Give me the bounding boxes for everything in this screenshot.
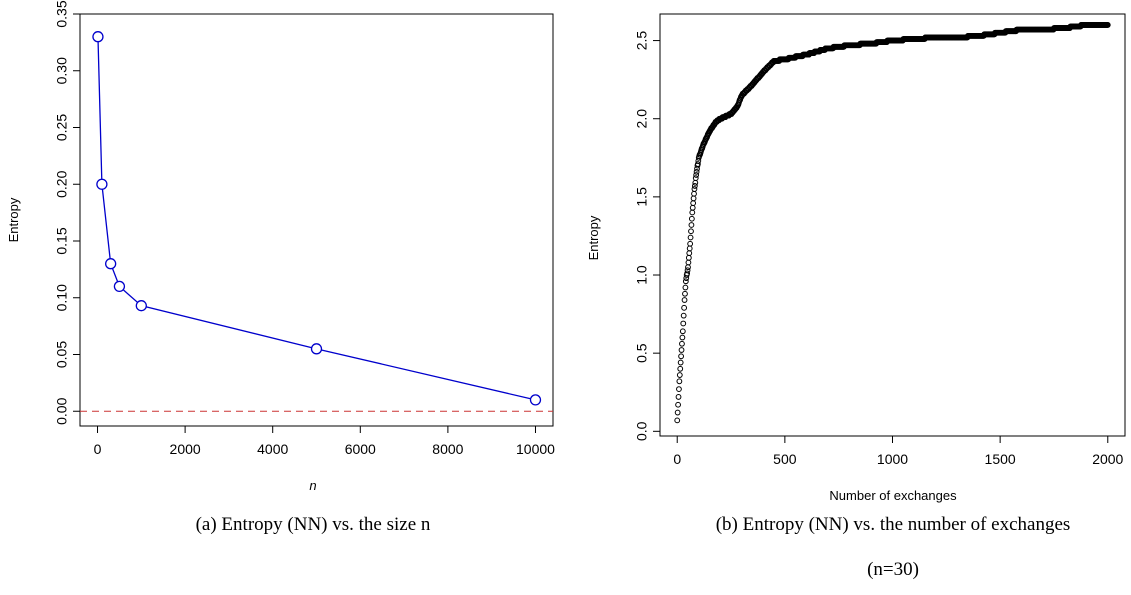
chart-a: 0 2000 4000 6000 8000 10000 0.000.050.100.150… (6, 0, 555, 535)
chart-a-plot-frame (79, 13, 554, 427)
chart-a-x-tick-label: 4000 (257, 441, 288, 457)
chart-b-data-point (693, 168, 700, 175)
chart-b-data-point (685, 264, 691, 271)
chart-b-data-point (687, 234, 694, 241)
chart-b-data-point (679, 340, 685, 347)
chart-a-y-tick-label: 0.00 (54, 397, 70, 424)
chart-b-x-tick-label: 500 (773, 451, 797, 467)
chart-b-data-point (694, 161, 701, 167)
chart-b-data-point (688, 215, 695, 222)
chart-b-data-point (681, 297, 688, 303)
chart-b-data-point (686, 245, 693, 252)
chart-b-data-point (679, 328, 686, 335)
chart-b-data-point (676, 372, 683, 378)
chart-b-x-ticks: 0 500 1000 1500 2000 (673, 436, 1124, 467)
chart-b-y-tick-label: 2.5 (634, 31, 650, 51)
chart-a-x-tick-label: 8000 (432, 441, 463, 457)
chart-a-data-point (113, 280, 126, 293)
chart-b-data-point (691, 183, 698, 189)
chart-b-caption-line2: (n=30) (867, 559, 919, 580)
chart-b-data-point (689, 204, 696, 211)
chart-b-data-point (686, 250, 693, 257)
chart-a-points (92, 31, 542, 406)
chart-a-x-ticks: 0 2000 4000 6000 8000 10000 (94, 426, 555, 457)
chart-b-data-point (677, 359, 684, 366)
chart-a-x-tick-label: 10000 (516, 441, 555, 457)
chart-b-data-point (684, 270, 691, 277)
chart-b: 0 500 1000 1500 2000 0.0 0.5 1.0 1.5 2.0 2.5 Numb… (586, 13, 1126, 580)
chart-b-caption: (b) Entropy (NN) vs. the number of excha… (716, 514, 1071, 535)
chart-a-caption-text: (a) Entropy (NN) vs. the size n (196, 514, 431, 535)
chart-b-y-axis-title: Entropy (586, 215, 601, 260)
chart-b-data-point (687, 240, 694, 247)
chart-b-x-tick-label: 0 (673, 451, 681, 467)
chart-b-x-tick-label: 1000 (877, 451, 908, 467)
chart-a-y-axis-title: Entropy (6, 197, 21, 242)
chart-a-data-point (92, 31, 104, 43)
chart-b-y-tick-label: 0.0 (634, 421, 650, 441)
chart-b-x-tick-label: 2000 (1092, 451, 1123, 467)
chart-b-y-tick-label: 1.0 (634, 265, 650, 285)
chart-b-data-point (682, 278, 689, 285)
chart-b-data-point (685, 259, 692, 266)
chart-b-data-point (689, 209, 696, 216)
chart-b-data-point (688, 228, 694, 235)
chart-b-data-point (693, 172, 700, 178)
chart-a-data-point (310, 343, 323, 355)
chart-a-data-point (105, 258, 117, 270)
chart-b-data-point (1104, 22, 1111, 28)
chart-a-x-axis-title: n (309, 478, 316, 493)
chart-b-data-point (674, 409, 681, 416)
chart-b-data-point (690, 195, 697, 202)
chart-b-data-point (691, 186, 698, 192)
chart-b-y-tick-label: 0.5 (634, 343, 650, 363)
chart-b-data-point (677, 365, 684, 372)
chart-b-y-tick-label: 2.0 (634, 109, 650, 129)
chart-a-data-point (96, 178, 108, 190)
chart-b-plot-frame (659, 13, 1126, 437)
chart-b-data-point (675, 394, 682, 400)
chart-b-data-point (676, 386, 682, 393)
chart-b-x-axis-title: Number of exchanges (829, 488, 957, 503)
chart-a-y-tick-label: 0.15 (54, 227, 70, 254)
chart-b-data-point (674, 417, 681, 424)
chart-b-y-ticks: 0.0 0.5 1.0 1.5 2.0 2.5 (634, 31, 660, 441)
chart-b-data-point (688, 222, 695, 228)
chart-a-x-tick-label: 0 (94, 441, 102, 457)
chart-b-data-point (678, 347, 685, 353)
chart-b-data-point (690, 200, 697, 207)
chart-a-x-tick-label: 6000 (345, 441, 376, 457)
chart-a-y-ticks: 0.00 0.05 0.10 0.15 0.20 0.25 0.30 0.35 (54, 0, 80, 425)
chart-b-data-point (682, 284, 689, 291)
chart-b-data-point (682, 290, 688, 297)
chart-b-y-tick-label: 1.5 (634, 187, 650, 207)
chart-b-data-point (692, 175, 699, 182)
chart-a-y-tick-label: 0.20 (54, 170, 70, 197)
chart-a-y-tick-label: 0.30 (54, 57, 70, 84)
chart-a-y-tick-label: 0.05 (54, 341, 70, 368)
chart-b-x-tick-label: 1500 (985, 451, 1016, 467)
chart-a-data-point (135, 300, 147, 312)
chart-b-data-point (685, 254, 692, 261)
chart-a-x-tick-label: 2000 (170, 441, 201, 457)
chart-b-caption-text: (b) Entropy (NN) vs. the number of excha… (716, 514, 1071, 535)
chart-b-data-point (680, 312, 687, 319)
chart-b-data-point (684, 267, 691, 274)
chart-b-data-point (675, 401, 681, 408)
chart-b-caption-line2-text: (n=30) (867, 559, 919, 580)
chart-b-data-point (681, 304, 688, 311)
chart-a-y-tick-label: 0.25 (54, 114, 70, 141)
chart-b-data-point (691, 190, 697, 197)
chart-b-data-point (679, 334, 686, 341)
chart-a-y-tick-label: 0.35 (54, 0, 70, 27)
chart-a-data-point (529, 394, 542, 406)
chart-a-y-tick-label: 0.10 (54, 284, 70, 311)
chart-b-points (674, 22, 1111, 424)
chart-b-data-point (692, 179, 699, 186)
chart-b-data-point (676, 378, 683, 385)
chart-a-caption: (a) Entropy (NN) vs. the size n (196, 514, 431, 535)
chart-b-data-point (678, 353, 684, 360)
chart-b-data-point (680, 320, 687, 327)
